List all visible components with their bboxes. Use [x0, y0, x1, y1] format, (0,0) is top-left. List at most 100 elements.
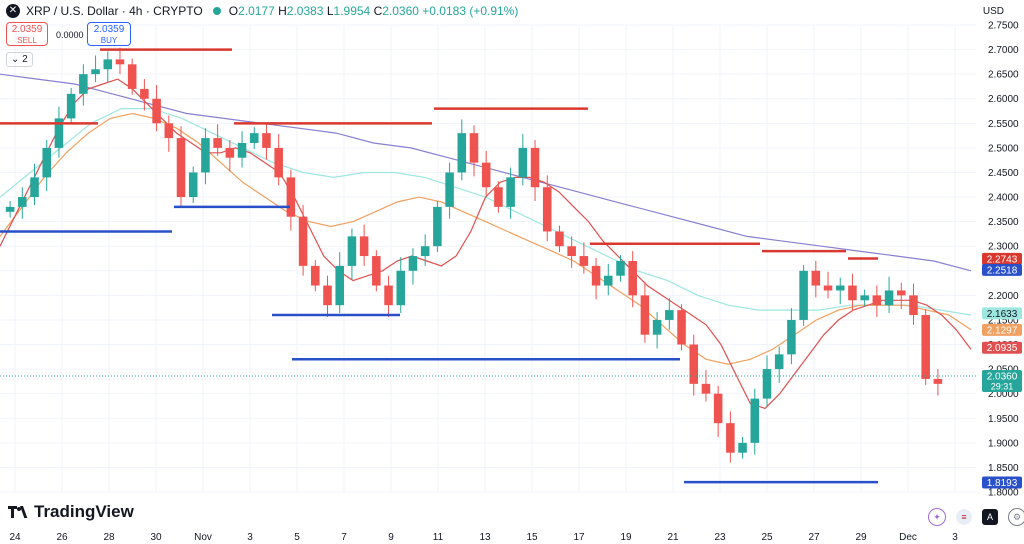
chevron-down-icon: ⌄	[11, 54, 23, 65]
candle-body	[79, 74, 88, 94]
x-tick-label: 17	[573, 532, 585, 543]
price-label-text: 2.2518	[987, 265, 1018, 276]
candle-body	[811, 270, 821, 286]
price-label: 2.2743	[982, 252, 1022, 265]
candle-body	[396, 270, 406, 306]
countdown-text: 29:31	[991, 381, 1014, 391]
price-label-bg	[982, 323, 1022, 336]
candle-body	[604, 275, 613, 286]
y-tick-label: 1.8000	[988, 488, 1019, 499]
x-tick-label: 23	[714, 532, 726, 543]
candle-body	[909, 295, 918, 316]
candle-body	[286, 177, 296, 217]
x-tick-label: 3	[247, 532, 253, 543]
legend-header: ✕ XRP / U.S. Dollar · 4h · CRYPTO O2.017…	[6, 4, 518, 18]
sparkle-icon[interactable]: ✦	[928, 508, 946, 526]
candle-body	[823, 285, 833, 291]
candle-body	[933, 378, 943, 384]
candle-body	[384, 285, 393, 306]
buy-button[interactable]: 2.0359 BUY	[87, 22, 131, 46]
candle-body	[457, 133, 467, 173]
candle-body	[164, 123, 174, 139]
y-tick-label: 2.1500	[988, 315, 1019, 326]
candle-body	[54, 118, 64, 148]
candle-body	[701, 383, 711, 394]
price-label-text: 2.2743	[987, 254, 1018, 265]
candle-body	[30, 177, 39, 198]
candle-body	[628, 260, 637, 296]
y-tick-label: 2.7000	[988, 45, 1019, 56]
candle-body	[372, 256, 381, 286]
candle-body	[713, 393, 723, 424]
candle-body	[897, 290, 906, 296]
candle-body	[750, 398, 760, 443]
y-tick-label: 2.5500	[988, 119, 1019, 130]
candle-body	[677, 310, 686, 345]
price-label: 2.2518	[982, 263, 1022, 276]
ma-orange-line	[0, 112, 972, 365]
candle-body	[555, 231, 564, 247]
price-label-text: 2.1633	[987, 309, 1018, 320]
candle-body	[115, 59, 125, 65]
candle-body	[848, 285, 857, 301]
candle-body	[42, 147, 51, 178]
candle-body	[127, 64, 137, 89]
auto-scale-button[interactable]: A	[982, 509, 998, 525]
currency-label[interactable]: USD	[982, 6, 1004, 17]
y-tick-label: 1.8500	[988, 463, 1019, 474]
settings-icon[interactable]: ⚙	[1008, 508, 1024, 526]
symbol-title[interactable]: XRP / U.S. Dollar · 4h · CRYPTO	[26, 4, 203, 18]
flag-icon[interactable]: ≡	[956, 509, 972, 525]
candle-body	[408, 256, 418, 271]
candle-body	[787, 319, 796, 355]
candle-body	[237, 142, 247, 158]
candle-body	[188, 172, 198, 198]
candle-body	[762, 369, 772, 399]
price-label-bg	[982, 341, 1022, 354]
indicators-toggle[interactable]: ⌄ 2	[6, 52, 33, 67]
x-tick-label: 3	[952, 532, 958, 543]
brand-logo[interactable]: TradingView	[8, 502, 134, 522]
candle-body	[335, 265, 344, 306]
x-tick-label: 19	[620, 532, 632, 543]
candle-body	[640, 295, 650, 335]
x-tick-label: 13	[479, 532, 491, 543]
x-tick-label: 15	[526, 532, 538, 543]
x-tick-label: 28	[103, 532, 115, 543]
candle-body	[91, 69, 100, 75]
y-tick-label: 2.3000	[988, 242, 1019, 253]
y-tick-label: 2.4500	[988, 168, 1019, 179]
candle-body	[799, 270, 808, 320]
candle-body	[274, 147, 283, 178]
tradingview-logo-icon	[8, 506, 28, 518]
y-tick-label: 2.5000	[988, 143, 1019, 154]
x-tick-label: 27	[808, 532, 820, 543]
y-tick-label: 1.9500	[988, 414, 1019, 425]
candle-body	[152, 98, 161, 124]
x-tick-label: 26	[56, 532, 68, 543]
bottom-right-icons: ✦ ≡ A ⚙	[928, 508, 1024, 526]
sell-button[interactable]: 2.0359 SELL	[6, 22, 48, 46]
candle-body	[835, 285, 845, 291]
x-tick-label: 25	[761, 532, 773, 543]
candle-body	[433, 206, 442, 247]
y-tick-label: 2.6000	[988, 94, 1019, 105]
price-label-text: 2.0360	[987, 371, 1018, 382]
candle-body	[726, 423, 735, 453]
x-axis: 24 26 28 30 Nov 3 5 7 9 11 13 15 17 19 21 23 25 27 29 Dec 3	[9, 532, 958, 543]
candlesticks	[5, 47, 943, 463]
candle-body	[738, 442, 747, 453]
candle-body	[323, 285, 332, 306]
price-label-bg	[982, 263, 1022, 276]
price-label: 2.0935	[982, 341, 1022, 354]
candle-body	[774, 354, 784, 370]
price-label-bg	[982, 252, 1022, 265]
x-tick-label: 30	[150, 532, 162, 543]
candle-body	[506, 177, 515, 207]
candle-body	[249, 133, 259, 143]
y-tick-label: 1.9000	[988, 438, 1019, 449]
price-label: 2.1633	[982, 307, 1022, 320]
